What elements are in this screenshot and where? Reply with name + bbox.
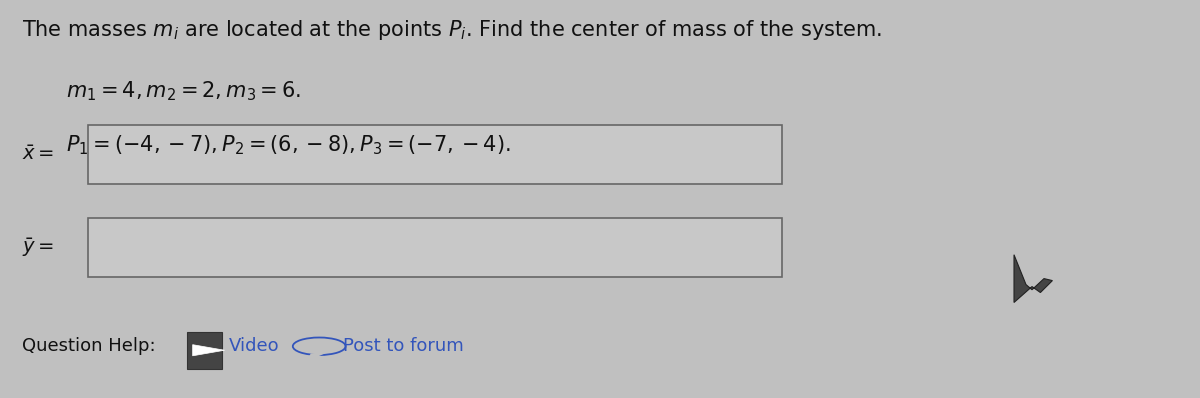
FancyBboxPatch shape bbox=[187, 332, 222, 369]
Text: $\bar{y}=$: $\bar{y}=$ bbox=[22, 236, 54, 259]
Text: Post to forum: Post to forum bbox=[343, 337, 464, 355]
Text: $m_1 = 4, m_2 = 2, m_3 = 6.$: $m_1 = 4, m_2 = 2, m_3 = 6.$ bbox=[66, 80, 301, 103]
FancyBboxPatch shape bbox=[88, 218, 782, 277]
Text: Video: Video bbox=[229, 337, 280, 355]
Polygon shape bbox=[1014, 255, 1052, 302]
Text: Question Help:: Question Help: bbox=[22, 337, 155, 355]
Text: The masses $m_i$ are located at the points $P_i$. Find the center of mass of the: The masses $m_i$ are located at the poin… bbox=[22, 18, 882, 42]
Polygon shape bbox=[193, 345, 224, 356]
Text: $P_1 = (-4, -7), P_2 = (6, -8), P_3 = (-7, -4).$: $P_1 = (-4, -7), P_2 = (6, -8), P_3 = (-… bbox=[66, 133, 511, 157]
Text: $\bar{x}=$: $\bar{x}=$ bbox=[22, 145, 54, 164]
FancyBboxPatch shape bbox=[88, 125, 782, 184]
Polygon shape bbox=[306, 353, 325, 361]
